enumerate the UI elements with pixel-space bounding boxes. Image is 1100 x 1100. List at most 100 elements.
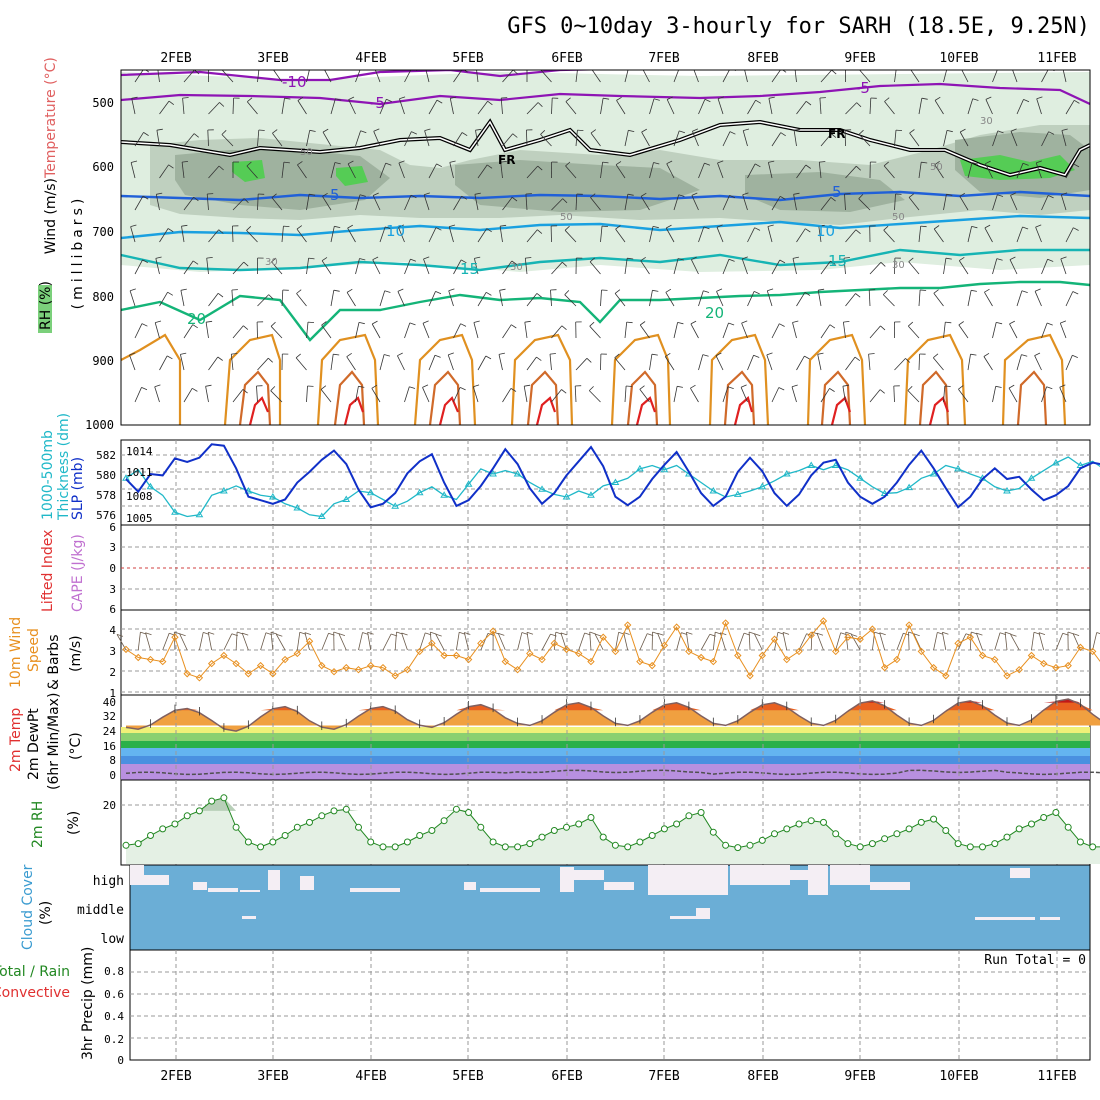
profile-barb: [747, 355, 754, 371]
profile-barb-feather: [386, 98, 392, 102]
profile-barb: [404, 258, 411, 275]
rh-label-30-c: 30: [892, 260, 905, 271]
profile-barb: [232, 97, 234, 115]
wind10-marker: [440, 651, 448, 660]
thickness-marker: [391, 502, 400, 509]
profile-barb: [523, 386, 528, 403]
profile-barb-feather: [948, 67, 954, 69]
profile-barb-feather: [804, 355, 810, 360]
li-tick-6-bot: 6: [109, 603, 116, 616]
profile-barb: [869, 97, 872, 115]
profile-barb-feather: [933, 225, 940, 230]
profile-barb-feather: [359, 194, 366, 197]
profile-barb-feather: [642, 65, 647, 68]
profile-barb: [134, 132, 144, 147]
wind10-marker: [293, 649, 302, 658]
profile-barb: [540, 134, 552, 147]
profile-barb-feather: [691, 256, 697, 261]
profile-barb-feather: [641, 128, 647, 133]
slp-tick-1008: 1008: [126, 490, 153, 503]
profile-barb: [1034, 291, 1042, 307]
profile-barb-feather: [142, 195, 149, 200]
profile-barb-feather: [998, 67, 1004, 69]
profile-barb-feather: [880, 262, 886, 267]
profile-wind-barbs: [129, 65, 1080, 403]
profile-barb: [181, 162, 185, 179]
profile-barb-feather: [690, 320, 697, 325]
profile-barb: [791, 386, 797, 403]
profile-barb-feather: [677, 258, 685, 261]
profile-barb-feather: [360, 130, 367, 134]
profile-barb: [615, 228, 626, 243]
wind10-marker: [685, 647, 693, 656]
rh2m-marker: [575, 820, 583, 828]
profile-barb-feather: [590, 193, 596, 198]
profile-barb: [574, 385, 577, 403]
profile-barb: [208, 356, 219, 371]
profile-barb: [992, 194, 998, 211]
profile-barb: [693, 70, 699, 83]
profile-barb-feather: [640, 192, 647, 197]
profile-barb-feather: [779, 195, 786, 200]
profile-barb: [524, 322, 528, 339]
thickness-marker: [660, 465, 669, 473]
rh2m-marker: [440, 817, 448, 825]
profile-barb-feather: [883, 161, 889, 167]
profile-barb: [639, 389, 650, 403]
wind10-marker: [831, 647, 840, 656]
profile-barb: [346, 356, 356, 371]
profile-barb-feather: [156, 128, 163, 131]
profile-barb: [665, 227, 675, 243]
date-label-bottom: 11FEB: [1037, 1069, 1076, 1084]
profile-barb: [943, 194, 947, 211]
profile-barb-feather: [1036, 160, 1042, 164]
profile-barb: [1036, 98, 1042, 115]
profile-barb-feather: [474, 256, 481, 259]
wind10-marker: [318, 661, 326, 670]
cloud-level-low: low: [101, 932, 125, 947]
profile-barb-feather: [856, 102, 862, 108]
wind10-marker: [1088, 647, 1097, 656]
profile-barb: [845, 356, 856, 371]
contour-label-20-b: 20: [705, 304, 724, 322]
profile-barb-feather: [1010, 128, 1017, 132]
profile-barb-feather: [383, 354, 391, 357]
profile-barb: [768, 98, 773, 115]
profile-barb-feather: [868, 353, 875, 355]
thickness-marker: [366, 488, 375, 496]
wind10-barb-feather: [362, 632, 369, 635]
wind10-marker: [844, 633, 852, 641]
profile-barb: [257, 193, 259, 211]
profile-barb: [423, 258, 430, 275]
profile-barb: [232, 261, 244, 275]
profile-barb-feather: [1047, 195, 1054, 199]
wind10-barb-feather: [299, 631, 306, 635]
rh2m-marker: [1003, 833, 1011, 841]
profile-barb: [473, 322, 479, 339]
date-label-bottom: 6FEB: [551, 1069, 582, 1084]
rh2m-marker: [917, 818, 925, 826]
wind10-marker: [1040, 659, 1048, 668]
profile-barb: [747, 291, 755, 307]
profile-barb-feather: [182, 97, 189, 99]
profile-barb: [796, 292, 806, 307]
profile-barb: [615, 164, 626, 179]
wind10-barb-feather: [208, 631, 215, 635]
profile-barb-feather: [805, 100, 812, 106]
profile-barb-feather: [321, 257, 328, 262]
profile-barb: [1041, 386, 1047, 403]
profile-barb: [589, 390, 601, 403]
profile-barb-feather: [536, 293, 542, 298]
profile-barb: [639, 324, 650, 339]
profile-barb: [273, 70, 283, 83]
profile-barb: [208, 293, 219, 307]
profile-barb: [453, 323, 461, 339]
rh2m-marker: [844, 840, 852, 848]
profile-barb: [182, 98, 185, 115]
rh2m-marker: [355, 823, 362, 831]
profile-barb-feather: [704, 98, 711, 103]
wind10-marker: [942, 672, 950, 680]
rh-label-50-d: 50: [930, 162, 943, 173]
profile-barb-feather: [934, 160, 940, 166]
